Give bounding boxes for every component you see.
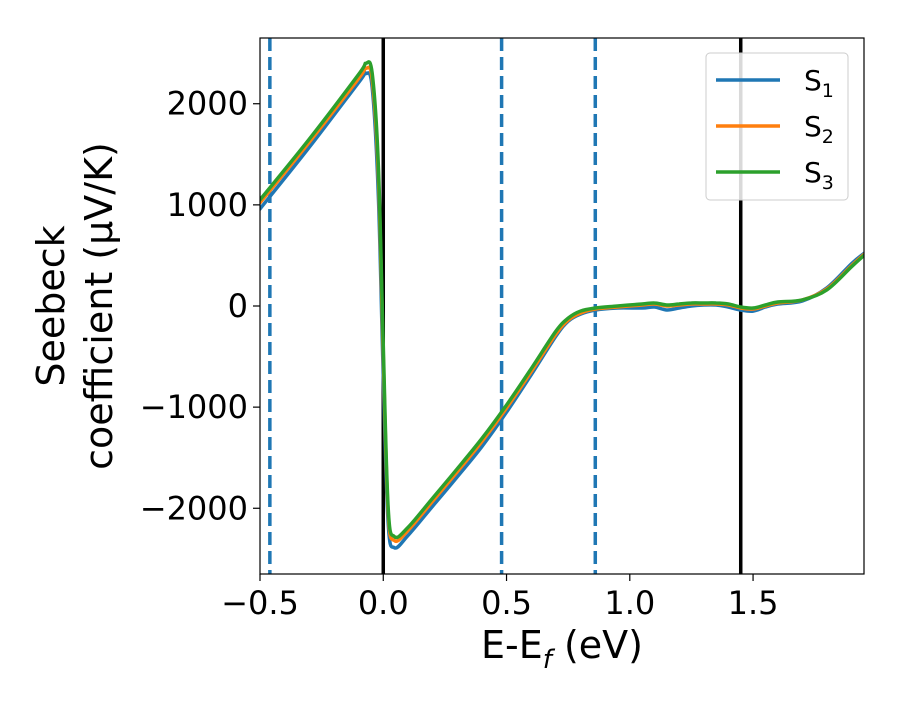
x-axis-ticks: −0.5 0.0 0.5 1.0 1.5	[221, 574, 779, 622]
legend-label-s1: S1	[804, 64, 834, 102]
legend: S1 S2 S3	[705, 52, 849, 201]
x-tick-label: 0.0	[358, 584, 409, 622]
y-tick-label: 0	[228, 287, 248, 325]
x-tick-label: 0.5	[481, 584, 532, 622]
legend-label-s3: S3	[804, 156, 834, 194]
y-tick-label: 1000	[167, 186, 248, 224]
legend-label-s2: S2	[804, 110, 834, 148]
x-tick-label: 1.0	[604, 584, 655, 622]
y-axis-title-line2: coefficient (μV/K)	[77, 142, 121, 470]
x-tick-label: −0.5	[221, 584, 299, 622]
y-tick-label: −2000	[140, 489, 248, 527]
y-axis-title-line1: Seebeck	[29, 225, 73, 386]
y-tick-label: 2000	[167, 85, 248, 123]
y-axis-title: Seebeck coefficient (μV/K)	[29, 142, 121, 470]
series-line-s3	[260, 60, 864, 540]
y-axis-ticks: −2000 −1000 0 1000 2000	[140, 85, 260, 527]
x-tick-label: 1.5	[728, 584, 779, 622]
y-tick-label: −1000	[140, 388, 248, 426]
x-axis-title: E-Ef (eV)	[481, 623, 643, 675]
series-layer	[260, 60, 864, 550]
